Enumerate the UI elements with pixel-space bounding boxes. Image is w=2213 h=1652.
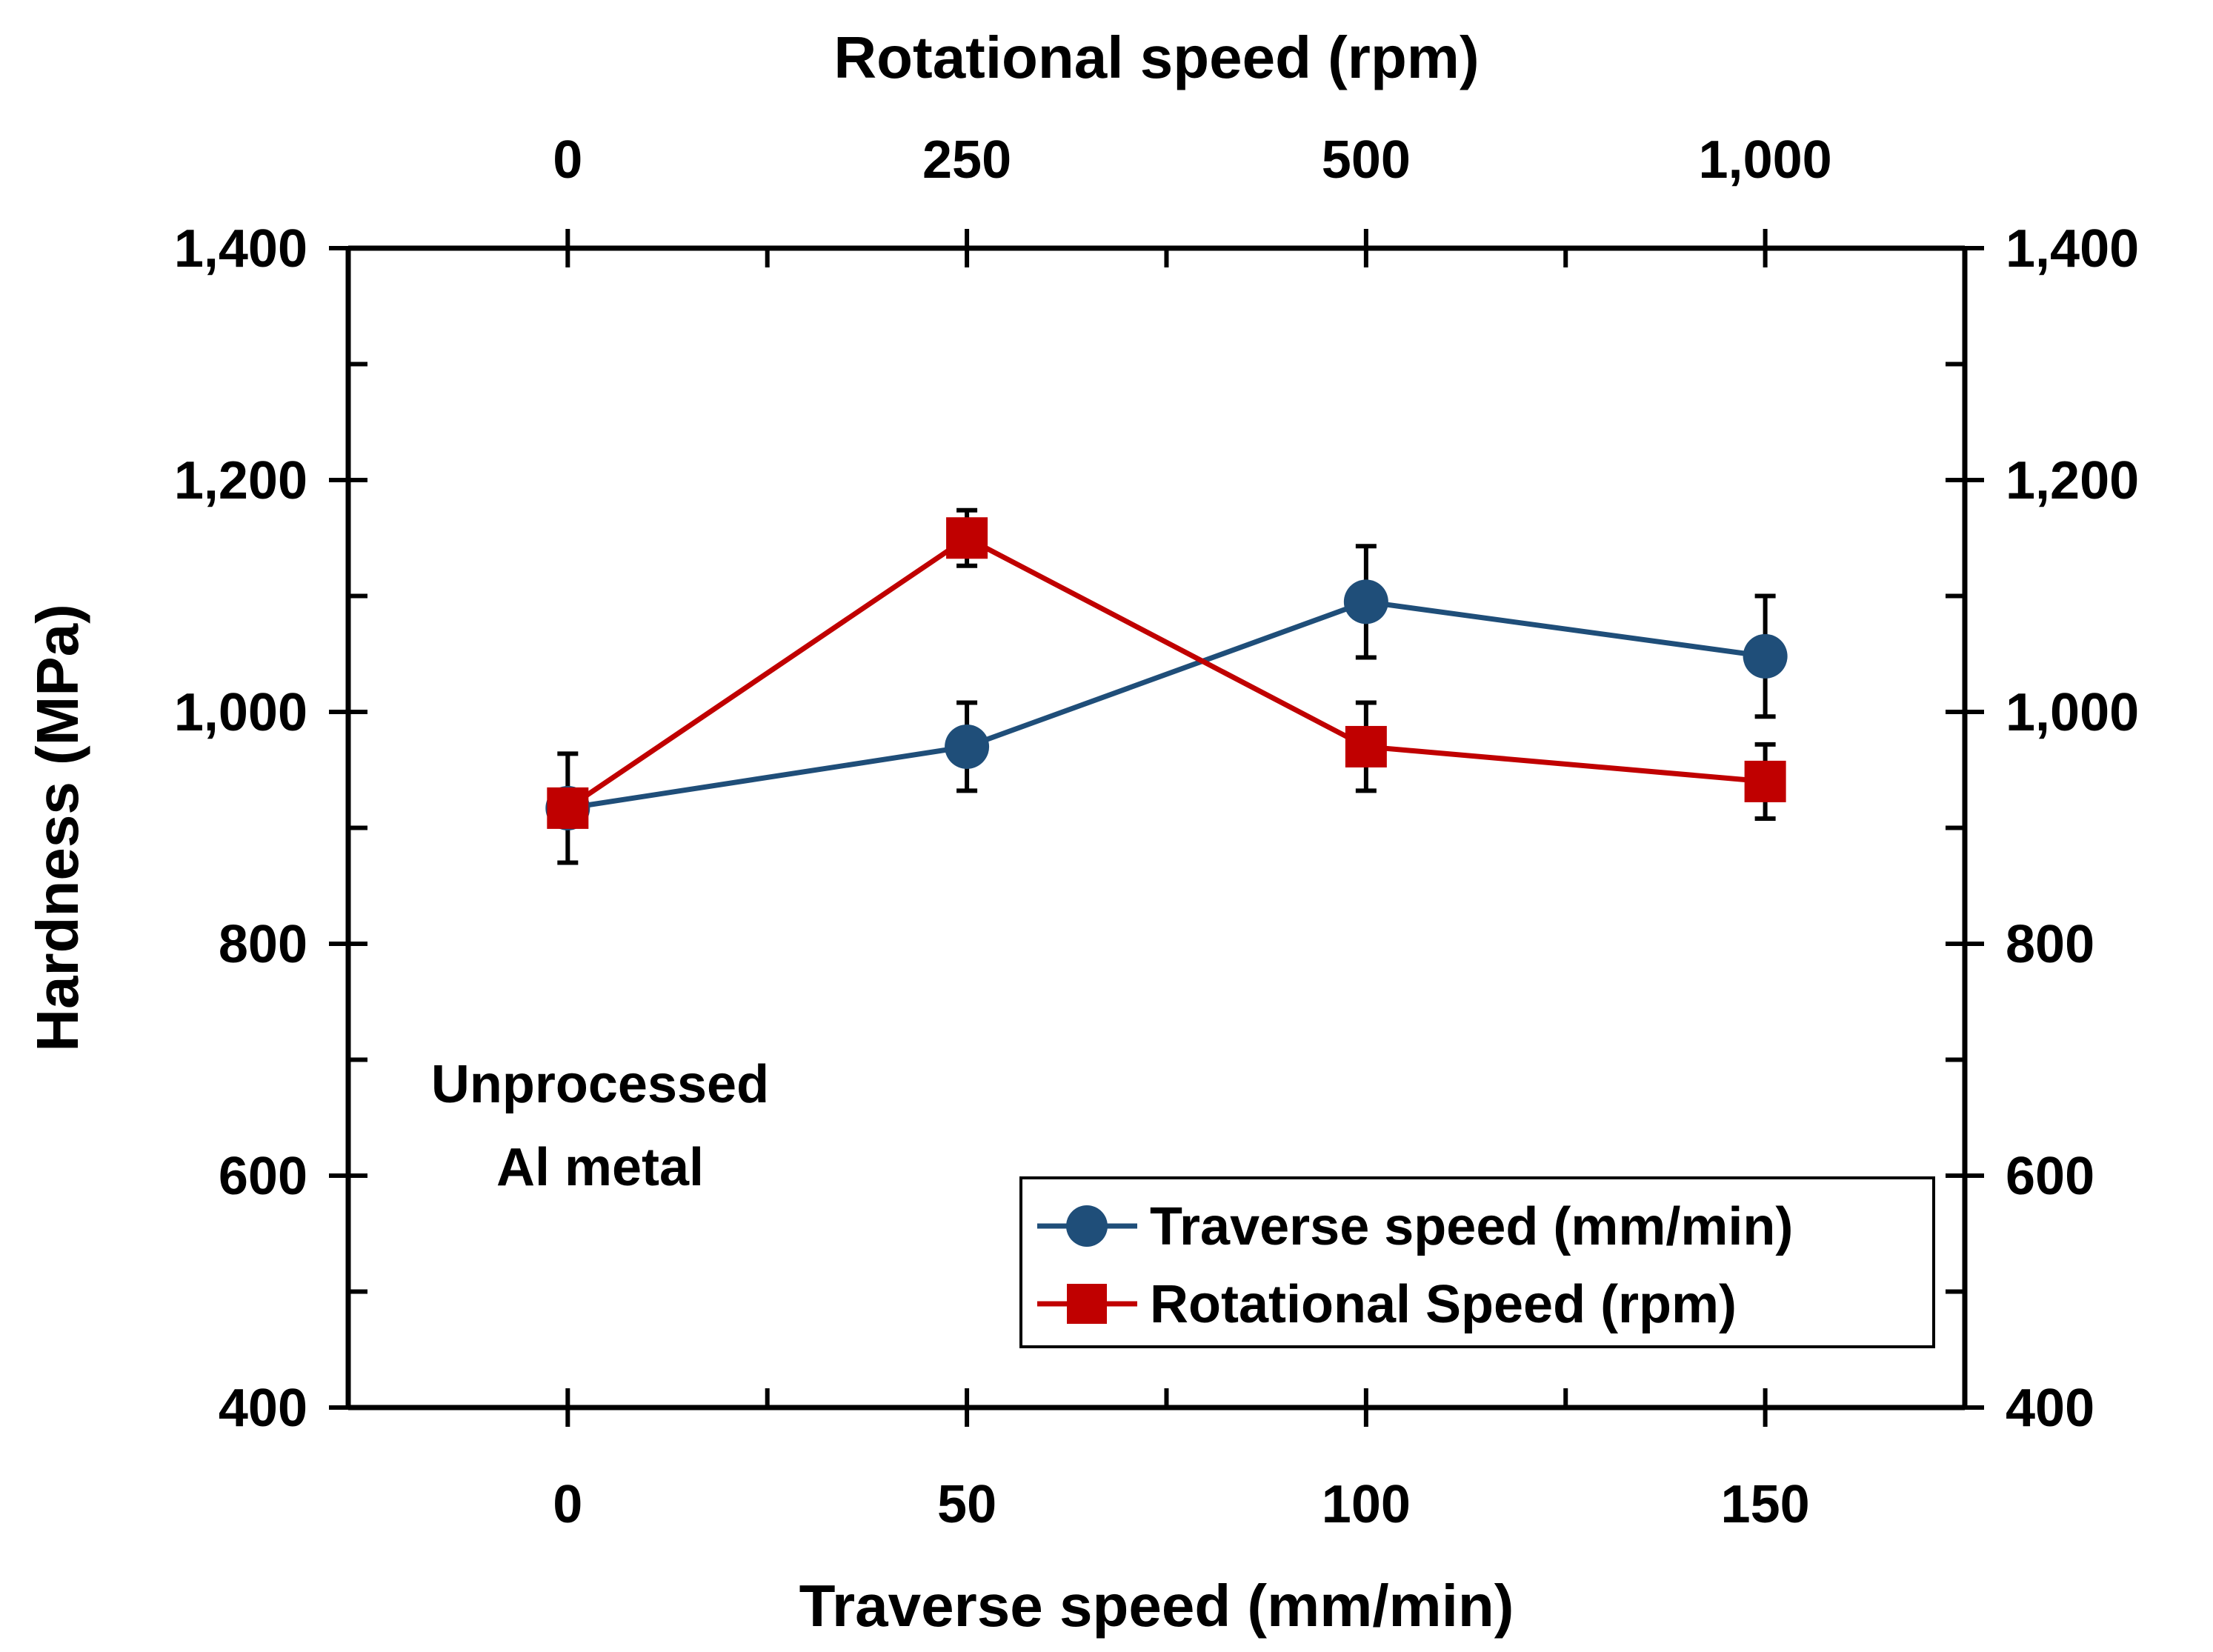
legend-label-rotational: Rotational Speed (rpm): [1150, 1275, 1737, 1334]
annotation-line-2: Al metal: [496, 1138, 704, 1197]
y-tick-label-right: 1,200: [2006, 451, 2139, 510]
x-tick-label-top: 1,000: [1699, 130, 1832, 190]
x-axis-title: Traverse speed (mm/min): [799, 1573, 1514, 1639]
data-point-rotational: [946, 517, 988, 559]
series-group: [545, 507, 1788, 865]
data-point-rotational: [1744, 760, 1786, 802]
x-tick-label-bottom: 0: [553, 1475, 582, 1534]
y-tick-label-left: 400: [219, 1379, 307, 1438]
y-tick-label-right: 1,400: [2006, 219, 2139, 279]
x-tick-label-bottom: 150: [1721, 1475, 1810, 1534]
data-point-traverse: [945, 724, 990, 769]
y-tick-label-left: 800: [219, 915, 307, 974]
axes: 400 400 600 600 800 800 1,000 1,000 1,200 1,200 1,…: [174, 130, 2139, 1534]
x-tick-label-top: 0: [553, 130, 582, 190]
x-tick-label-top: 500: [1322, 130, 1411, 190]
data-point-rotational: [547, 787, 589, 829]
x-tick-label-top: 250: [922, 130, 1011, 190]
y-tick-label-right: 800: [2006, 915, 2094, 974]
annotation-line-1: Unprocessed: [431, 1055, 769, 1114]
series-line-traverse: [567, 599, 1766, 811]
top-x-axis-title: Rotational speed (rpm): [833, 24, 1479, 90]
y-tick-label-left: 1,000: [174, 683, 307, 742]
y-tick-label-left: 1,400: [174, 219, 307, 279]
y-tick-label-left: 600: [219, 1147, 307, 1206]
y-tick-label-left: 1,200: [174, 451, 307, 510]
y-tick-label-right: 600: [2006, 1147, 2094, 1206]
y-axis-title: Hardness (MPa): [24, 604, 90, 1052]
legend-marker-traverse: [1066, 1205, 1108, 1247]
x-tick-label-bottom: 50: [937, 1475, 996, 1534]
y-tick-label-right: 400: [2006, 1379, 2094, 1438]
legend-marker-rotational: [1067, 1284, 1107, 1324]
legend-label-traverse: Traverse speed (mm/min): [1150, 1197, 1793, 1256]
data-point-traverse: [1743, 633, 1788, 679]
legend-box: [1019, 1176, 1935, 1348]
x-tick-label-bottom: 100: [1322, 1475, 1411, 1534]
data-point-rotational: [1345, 725, 1387, 767]
legend: Traverse speed (mm/min) Rotational Speed…: [1019, 1176, 1935, 1348]
series-line-rotational: [566, 535, 1766, 810]
data-point-traverse: [1343, 579, 1388, 625]
y-tick-label-right: 1,000: [2006, 683, 2139, 742]
